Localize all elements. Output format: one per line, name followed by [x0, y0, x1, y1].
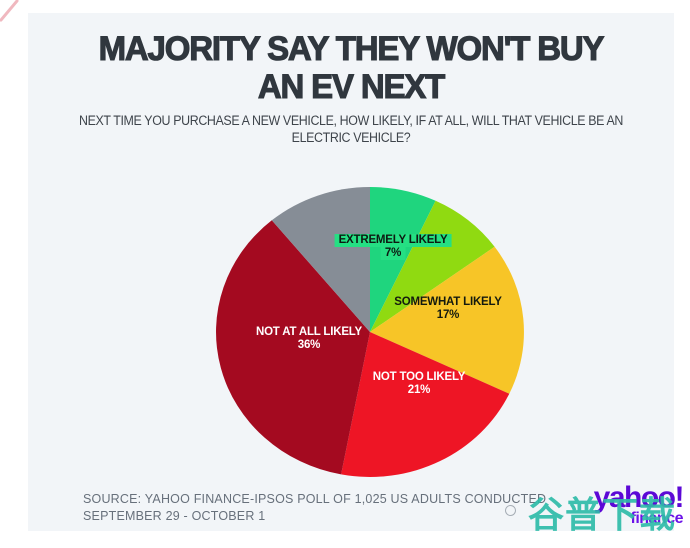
- pie-chart: [216, 187, 524, 477]
- pie-label-somewhat-likely: SOMEWHAT LIKELY 17%: [394, 296, 502, 322]
- page: { "page": { "title": "MAJORITY SAY THEY …: [0, 0, 685, 535]
- pie-label-not-at-all-likely: NOT AT ALL LIKELY 36%: [256, 326, 362, 352]
- source-line-1: SOURCE: YAHOO FINANCE-IPSOS POLL OF 1,02…: [83, 492, 547, 506]
- pie-label-value: 7%: [380, 247, 406, 260]
- yahoo-logo-text: yahoo!: [593, 481, 685, 514]
- pie-label-value: 21%: [407, 384, 431, 396]
- pie-label-text: NOT TOO LIKELY: [372, 371, 466, 383]
- pie-label-text: EXTREMELY LIKELY: [334, 234, 452, 247]
- watermark-text: 谷普下载: [528, 494, 677, 535]
- finance-logo-text: finance: [630, 510, 683, 527]
- page-title: MAJORITY SAY THEY WON'T BUY AN EV NEXT: [98, 29, 605, 106]
- source-line-2: SEPTEMBER 29 - OCTOBER 1: [83, 509, 266, 523]
- infographic-card: MAJORITY SAY THEY WON'T BUY AN EV NEXT N…: [28, 13, 685, 535]
- pie-slice-not-too-likely: [341, 332, 510, 477]
- pie-label-not-too-likely: NOT TOO LIKELY 21%: [372, 371, 466, 397]
- pie-label-text: SOMEWHAT LIKELY: [394, 296, 502, 308]
- pie-label-extremely-likely: EXTREMELY LIKELY 7%: [334, 234, 452, 260]
- chart-question: NEXT TIME YOU PURCHASE A NEW VEHICLE, HO…: [78, 113, 624, 145]
- yahoo-finance-logo: yahoo! finance: [565, 481, 685, 527]
- pie-slice-somewhat-likely: [370, 246, 524, 394]
- pie-slice-unlabeled-1: [370, 200, 495, 332]
- pie-label-value: 36%: [297, 339, 321, 351]
- decoration-circle: [505, 505, 516, 516]
- pie-label-text: NOT AT ALL LIKELY: [255, 326, 363, 338]
- corner-mark: [0, 0, 20, 23]
- source-note: SOURCE: YAHOO FINANCE-IPSOS POLL OF 1,02…: [83, 491, 546, 525]
- pie-label-value: 17%: [436, 309, 460, 321]
- pie-slice-unlabeled-5: [271, 187, 370, 332]
- pie-slice-not-at-all-likely: [216, 220, 370, 475]
